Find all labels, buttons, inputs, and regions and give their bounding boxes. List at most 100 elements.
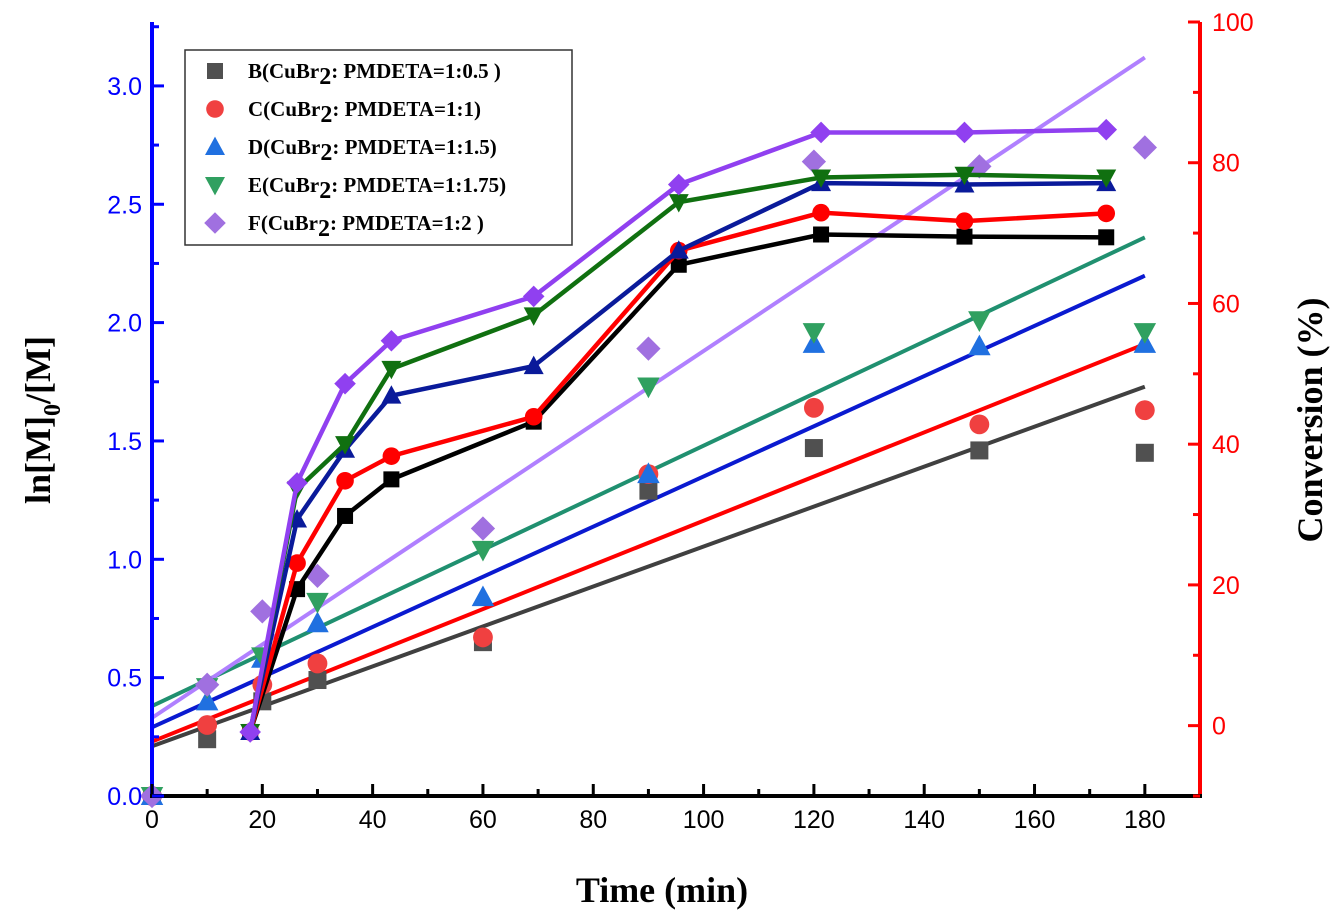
ln-point — [308, 671, 327, 690]
x-tick-label: 160 — [1014, 806, 1056, 834]
ln-point — [470, 516, 496, 541]
ln-point — [307, 653, 328, 674]
ln-point — [803, 397, 824, 418]
y-left-tick-label: 2.5 — [107, 191, 142, 219]
conversion-point — [668, 240, 689, 259]
conversion-point — [668, 194, 689, 213]
conversion-point — [381, 360, 402, 380]
ln-point — [1133, 323, 1157, 344]
ln-point — [1135, 443, 1154, 462]
ln-point — [1134, 400, 1155, 421]
conversion-point — [524, 407, 543, 426]
x-tick-label: 100 — [683, 806, 725, 834]
legend-entry: D(CuBr2: PMDETA=1:1.5) — [248, 135, 497, 166]
conversion-point — [286, 472, 308, 494]
x-tick-label: 80 — [579, 806, 607, 834]
conversion-point — [1096, 169, 1117, 188]
ln-point — [968, 334, 991, 356]
ln-point — [1132, 135, 1157, 160]
ln-point — [306, 592, 329, 614]
conversion-point — [670, 256, 687, 273]
ln-point — [195, 689, 219, 711]
ln-point — [636, 336, 661, 361]
x-axis-label: Time (min) — [576, 870, 748, 910]
conversion-point — [337, 507, 354, 524]
y-left-tick-label: 2.0 — [107, 310, 142, 338]
conversion-series — [239, 118, 1118, 743]
conversion-point — [288, 554, 306, 572]
ln-point — [969, 414, 990, 435]
ln-point — [968, 311, 991, 332]
ln-point — [637, 377, 660, 399]
y-right-tick-label: 60 — [1212, 290, 1240, 318]
conversion-point — [812, 203, 830, 222]
y-left-tick-label: 0.0 — [107, 783, 142, 811]
x-tick-label: 40 — [359, 806, 387, 834]
ln-point — [473, 627, 493, 648]
ln-point — [195, 672, 220, 697]
legend-entry: F(CuBr2: PMDETA=1:2 ) — [248, 211, 484, 242]
ln-point — [801, 149, 827, 174]
ln-point — [471, 585, 495, 607]
x-tick-label: 180 — [1124, 806, 1166, 834]
conversion-line-0 — [248, 232, 1107, 733]
ln-point — [197, 715, 218, 735]
x-tick-label: 60 — [469, 806, 497, 834]
legend-marker — [207, 63, 223, 79]
y-right-tick-label: 100 — [1212, 9, 1254, 37]
legend-entry: C(CuBr2: PMDETA=1:1) — [248, 97, 481, 128]
y-left-tick-label: 3.0 — [107, 73, 142, 101]
legend-marker — [205, 177, 225, 196]
conversion-point — [954, 166, 975, 186]
conversion-point — [1095, 118, 1118, 141]
conversion-point — [336, 471, 354, 490]
y-right-tick-label: 20 — [1212, 572, 1240, 600]
y-right-tick-label: 0 — [1212, 713, 1226, 741]
fit-line-1 — [151, 342, 1146, 744]
conversion-point — [334, 372, 356, 395]
ln-point — [970, 441, 989, 460]
legend-marker — [205, 136, 225, 155]
y-right-axis-label: Conversion (%) — [1290, 298, 1330, 543]
conversion-point — [335, 436, 356, 455]
legend-marker — [204, 212, 226, 234]
x-tick-label: 0 — [145, 806, 159, 834]
y-right-tick-label: 40 — [1212, 431, 1240, 459]
conversion-point — [810, 121, 832, 144]
conversion-point — [667, 173, 690, 196]
conversion-point — [1097, 204, 1116, 223]
ln-point — [250, 599, 275, 624]
axes: 0 20 40 60 80 100 120 140 160 180 0.0 0.5 1.0 1.5 2.0 2… — [107, 9, 1253, 834]
y-left-axis-label: ln[M]0/[M] — [18, 336, 66, 504]
ln-point — [637, 462, 660, 484]
x-tick-label: 140 — [903, 806, 945, 834]
conversion-point — [956, 228, 973, 245]
conversion-point — [523, 307, 544, 326]
conversion-point — [522, 285, 545, 308]
x-tick-label: 20 — [248, 806, 276, 834]
conversion-point — [811, 169, 832, 188]
ln-point — [639, 481, 658, 500]
conversion-point — [953, 121, 976, 144]
conversion-point — [813, 226, 830, 243]
ln-point — [471, 540, 495, 562]
y-left-tick-label: 0.5 — [107, 665, 142, 693]
conversion-point — [381, 385, 402, 404]
conversion-point — [383, 471, 400, 488]
conversion-point — [239, 721, 261, 743]
legend: B(CuBr2: PMDETA=1:0.5 ) C(CuBr2: PMDETA=1… — [184, 49, 573, 246]
y-left-tick-label: 1.0 — [107, 546, 142, 574]
ln-point — [802, 323, 826, 344]
conversion-point — [523, 355, 544, 375]
ln-point — [306, 611, 329, 633]
conversion-point — [382, 447, 401, 465]
x-tick-label: 120 — [793, 806, 835, 834]
legend-marker — [206, 100, 224, 118]
y-right-tick-label: 80 — [1212, 150, 1240, 178]
legend-entry: E(CuBr2: PMDETA=1:1.75) — [248, 173, 506, 204]
conversion-point — [380, 329, 403, 352]
ln-point — [804, 439, 823, 458]
ln-point — [967, 154, 992, 179]
legend-entry: B(CuBr2: PMDETA=1:0.5 ) — [248, 59, 501, 90]
